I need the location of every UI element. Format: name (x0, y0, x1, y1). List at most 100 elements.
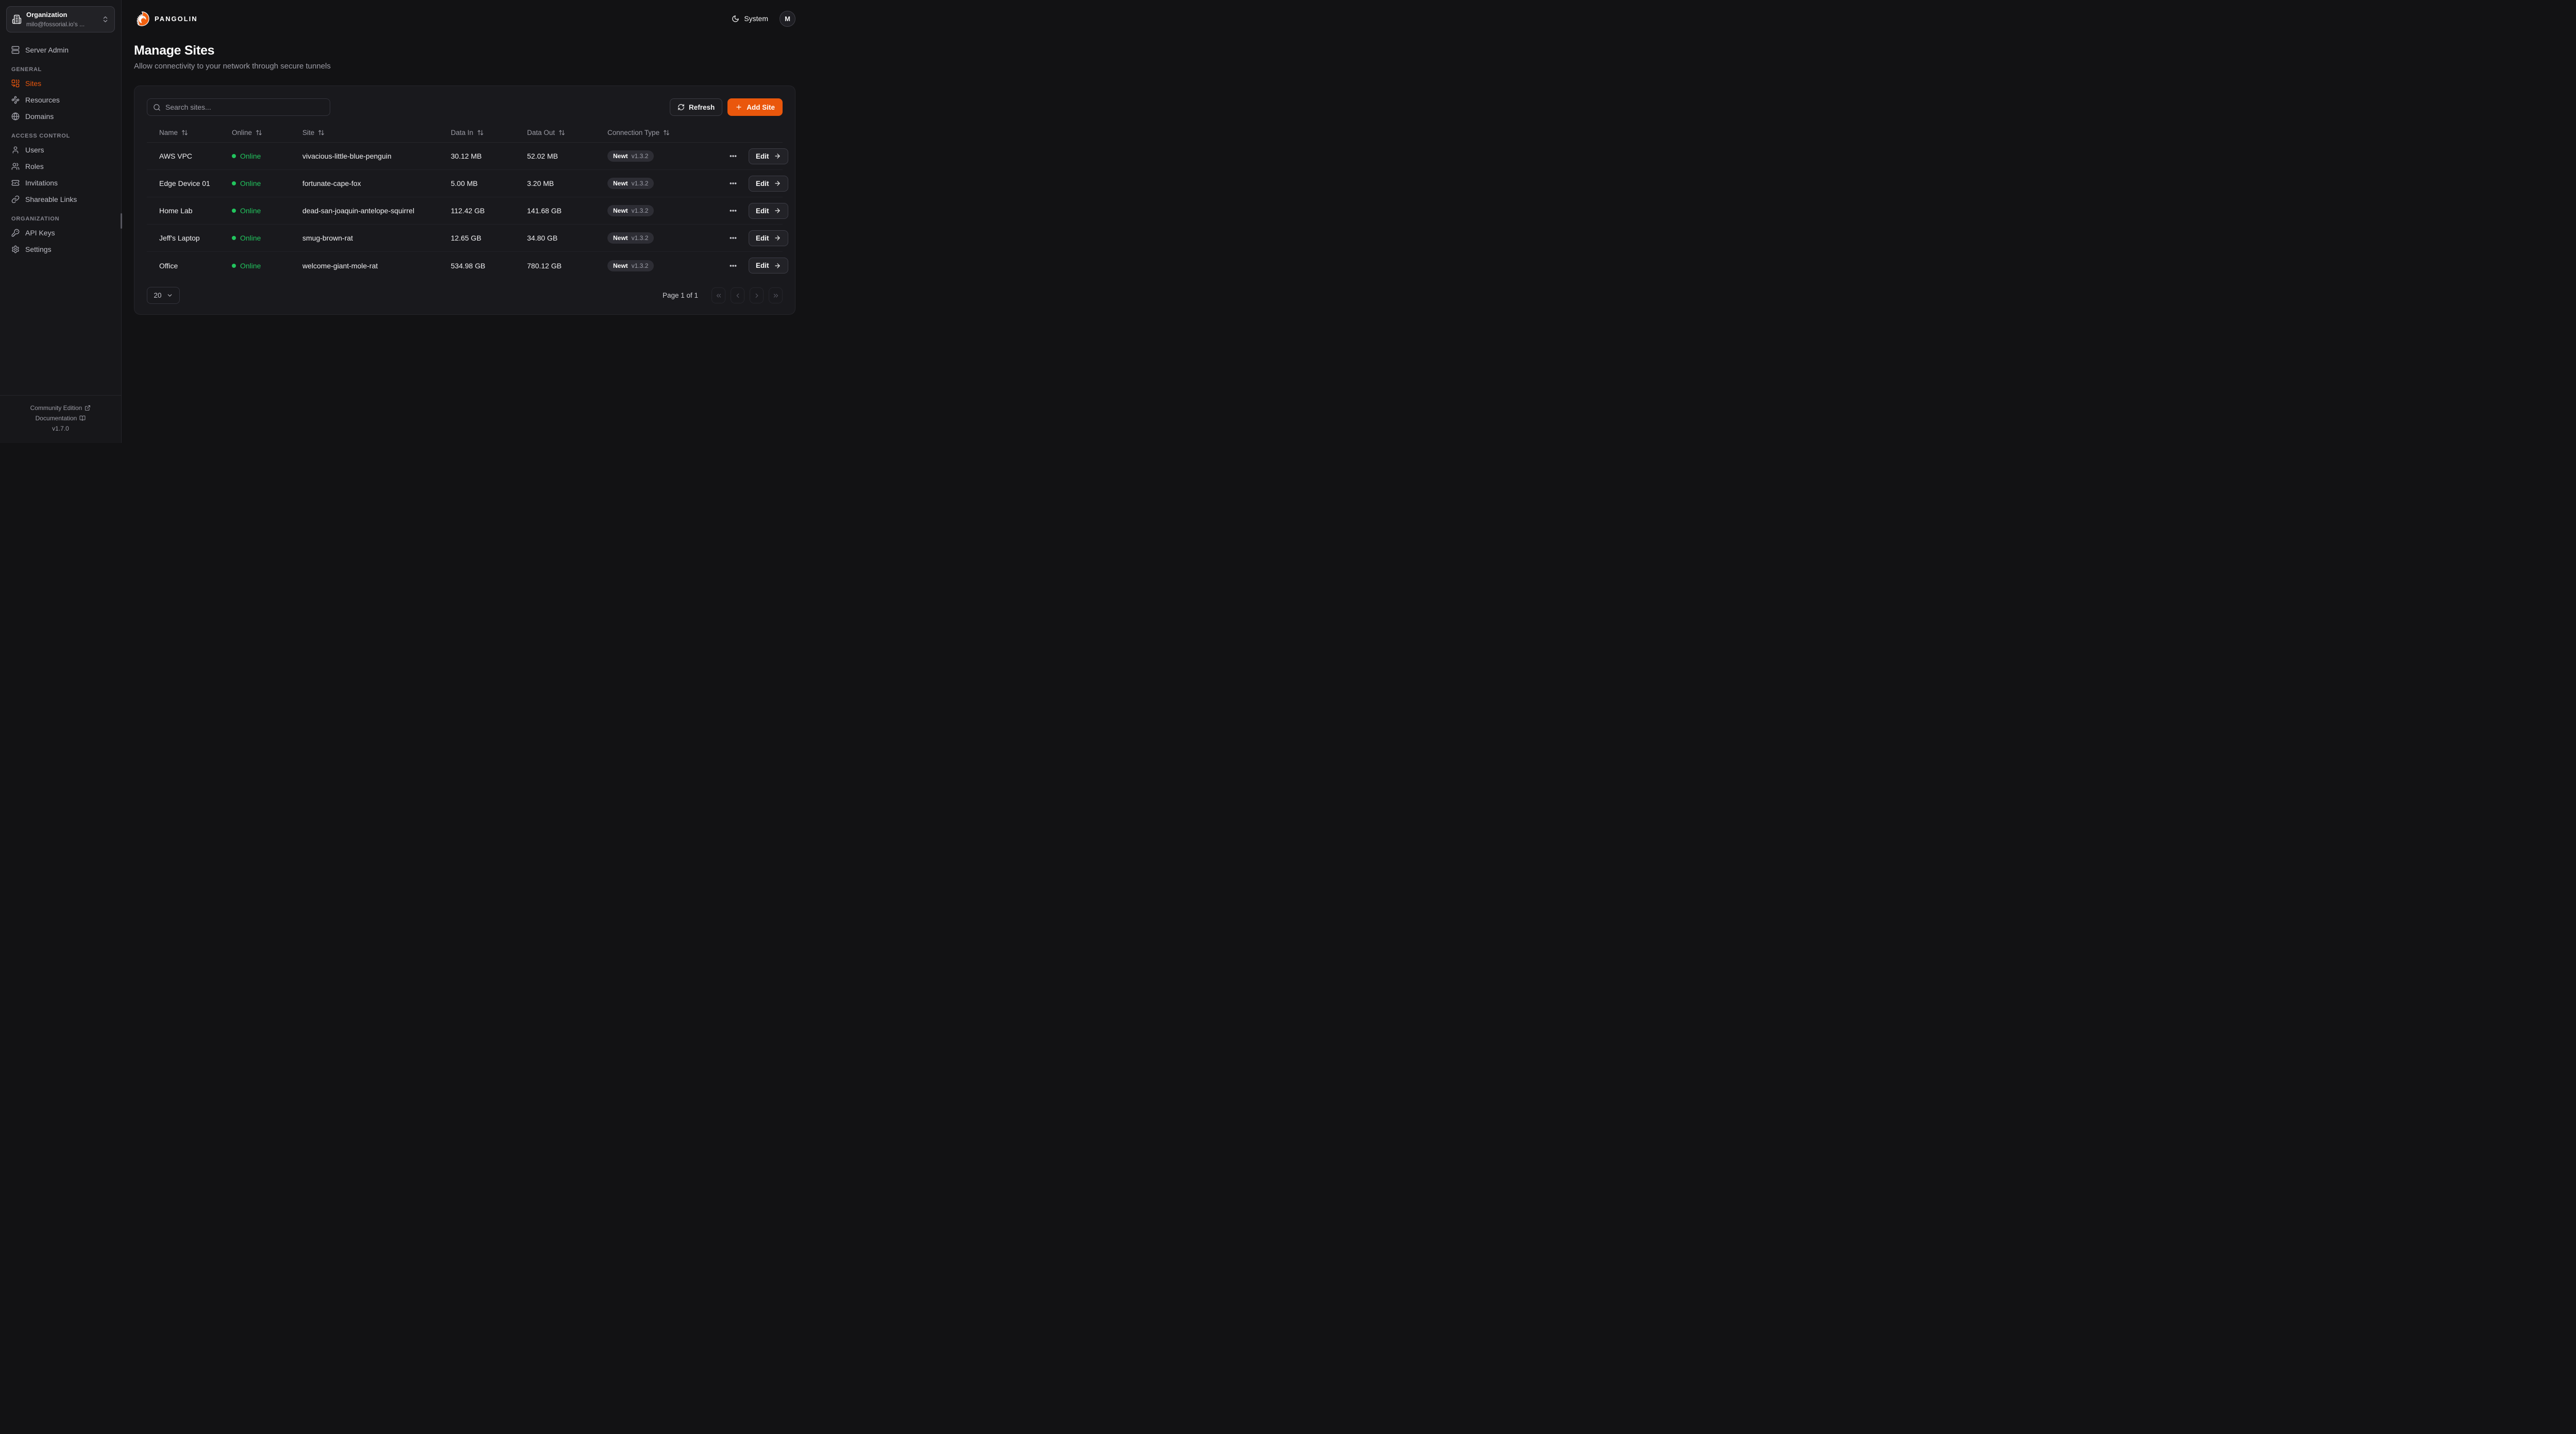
community-edition-label: Community Edition (30, 404, 82, 412)
online-status-label: Online (240, 234, 261, 242)
online-status-cell: Online (232, 234, 302, 242)
row-menu-button[interactable] (729, 152, 737, 160)
add-site-button[interactable]: Add Site (727, 98, 783, 116)
globe-icon (11, 112, 20, 121)
avatar-initial: M (785, 14, 790, 23)
column-header-site[interactable]: Site (302, 129, 451, 136)
next-page-button[interactable] (750, 287, 764, 303)
row-menu-button[interactable] (729, 179, 737, 187)
refresh-button[interactable]: Refresh (669, 98, 723, 116)
sidebar-item-roles[interactable]: Roles (6, 158, 115, 175)
column-header-connection-type[interactable]: Connection Type (607, 129, 729, 136)
users-icon (11, 162, 20, 170)
building-icon (12, 14, 22, 24)
connection-version: v1.3.2 (631, 207, 649, 214)
sidebar-item-shareable-links[interactable]: Shareable Links (6, 191, 115, 208)
sidebar-item-sites[interactable]: Sites (6, 75, 115, 92)
sidebar-item-users[interactable]: Users (6, 142, 115, 158)
user-icon (11, 146, 20, 154)
online-status-cell: Online (232, 179, 302, 187)
previous-page-button[interactable] (731, 287, 744, 303)
online-dot-icon (232, 263, 236, 268)
edit-button[interactable]: Edit (749, 230, 788, 246)
brand-name: PANGOLIN (155, 14, 198, 23)
sidebar-item-domains[interactable]: Domains (6, 108, 115, 125)
theme-label: System (744, 14, 768, 23)
data-in-cell: 5.00 MB (451, 179, 478, 187)
page-size-select[interactable]: 20 (147, 287, 180, 304)
community-edition-link[interactable]: Community Edition (4, 403, 117, 413)
page-subtitle: Allow connectivity to your network throu… (134, 62, 331, 71)
documentation-link[interactable]: Documentation (4, 413, 117, 423)
arrow-right-icon (774, 234, 781, 242)
arrow-right-icon (774, 207, 781, 214)
plus-icon (735, 104, 742, 111)
sidebar-item-server-admin[interactable]: Server Admin (6, 42, 115, 58)
connection-version: v1.3.2 (631, 234, 649, 242)
last-page-button[interactable] (769, 287, 783, 303)
column-label: Connection Type (607, 129, 660, 136)
connection-type-name: Newt (613, 152, 628, 160)
brand-logo: PANGOLIN (134, 11, 198, 27)
row-actions-cell: Edit (729, 175, 793, 192)
online-status-label: Online (240, 179, 261, 187)
data-out-cell: 3.20 MB (527, 179, 554, 187)
edit-label: Edit (756, 179, 769, 187)
connection-type-badge: Newt v1.3.2 (607, 232, 654, 244)
avatar[interactable]: M (779, 10, 795, 27)
connection-version: v1.3.2 (631, 262, 649, 269)
edit-button[interactable]: Edit (749, 148, 788, 164)
sidebar-item-label: Invitations (25, 179, 58, 187)
row-menu-button[interactable] (729, 234, 737, 242)
edit-button[interactable]: Edit (749, 202, 788, 219)
sidebar-item-settings[interactable]: Settings (6, 241, 115, 258)
search-input[interactable] (165, 103, 324, 111)
online-status-label: Online (240, 261, 261, 270)
column-label: Name (159, 129, 178, 136)
sidebar-resize-handle[interactable] (121, 213, 122, 229)
sidebar-item-api-keys[interactable]: API Keys (6, 225, 115, 241)
row-actions-cell: Edit (729, 258, 793, 274)
theme-toggle[interactable]: System (732, 14, 768, 23)
column-header-online[interactable]: Online (232, 129, 302, 136)
online-status-label: Online (240, 207, 261, 215)
sort-icon (318, 129, 325, 136)
connection-type-badge: Newt v1.3.2 (607, 260, 654, 271)
data-out-cell: 780.12 GB (527, 261, 562, 270)
connection-type-badge: Newt v1.3.2 (607, 205, 654, 216)
edit-button[interactable]: Edit (749, 258, 788, 274)
main-content: PANGOLIN System M Manage Sites Allow con… (122, 0, 808, 443)
key-icon (11, 229, 20, 237)
sidebar-item-resources[interactable]: Resources (6, 92, 115, 108)
data-out-cell: 34.80 GB (527, 234, 558, 242)
section-label-general: GENERAL (11, 66, 42, 73)
app-version: v1.7.0 (52, 425, 69, 432)
data-out-cell: 52.02 MB (527, 152, 558, 160)
connection-type-cell: Newt v1.3.2 (607, 150, 729, 162)
connection-type-badge: Newt v1.3.2 (607, 178, 654, 189)
column-header-name[interactable]: Name (147, 129, 232, 136)
data-in-cell: 30.12 MB (451, 152, 482, 160)
first-page-button[interactable] (711, 287, 725, 303)
data-in-cell: 112.42 GB (451, 207, 485, 215)
column-label: Online (232, 129, 252, 136)
row-menu-button[interactable] (729, 262, 737, 270)
arrow-right-icon (774, 262, 781, 269)
site-slug-cell: fortunate-cape-fox (302, 179, 361, 187)
edit-label: Edit (756, 152, 769, 160)
connection-type-cell: Newt v1.3.2 (607, 178, 729, 189)
row-menu-button[interactable] (729, 207, 737, 215)
chevron-down-icon (166, 292, 173, 299)
column-header-data-in[interactable]: Data In (451, 129, 527, 136)
column-header-data-out[interactable]: Data Out (527, 129, 607, 136)
book-open-icon (79, 415, 86, 421)
sidebar-item-invitations[interactable]: Invitations (6, 175, 115, 191)
edit-label: Edit (756, 262, 769, 269)
org-switcher[interactable]: Organization milo@fossorial.io's ... (6, 6, 115, 33)
edit-label: Edit (756, 207, 769, 215)
data-in-cell: 12.65 GB (451, 234, 482, 242)
sidebar-item-label: Settings (25, 245, 52, 254)
edit-button[interactable]: Edit (749, 175, 788, 192)
sort-icon (663, 129, 670, 136)
online-status-label: Online (240, 152, 261, 160)
